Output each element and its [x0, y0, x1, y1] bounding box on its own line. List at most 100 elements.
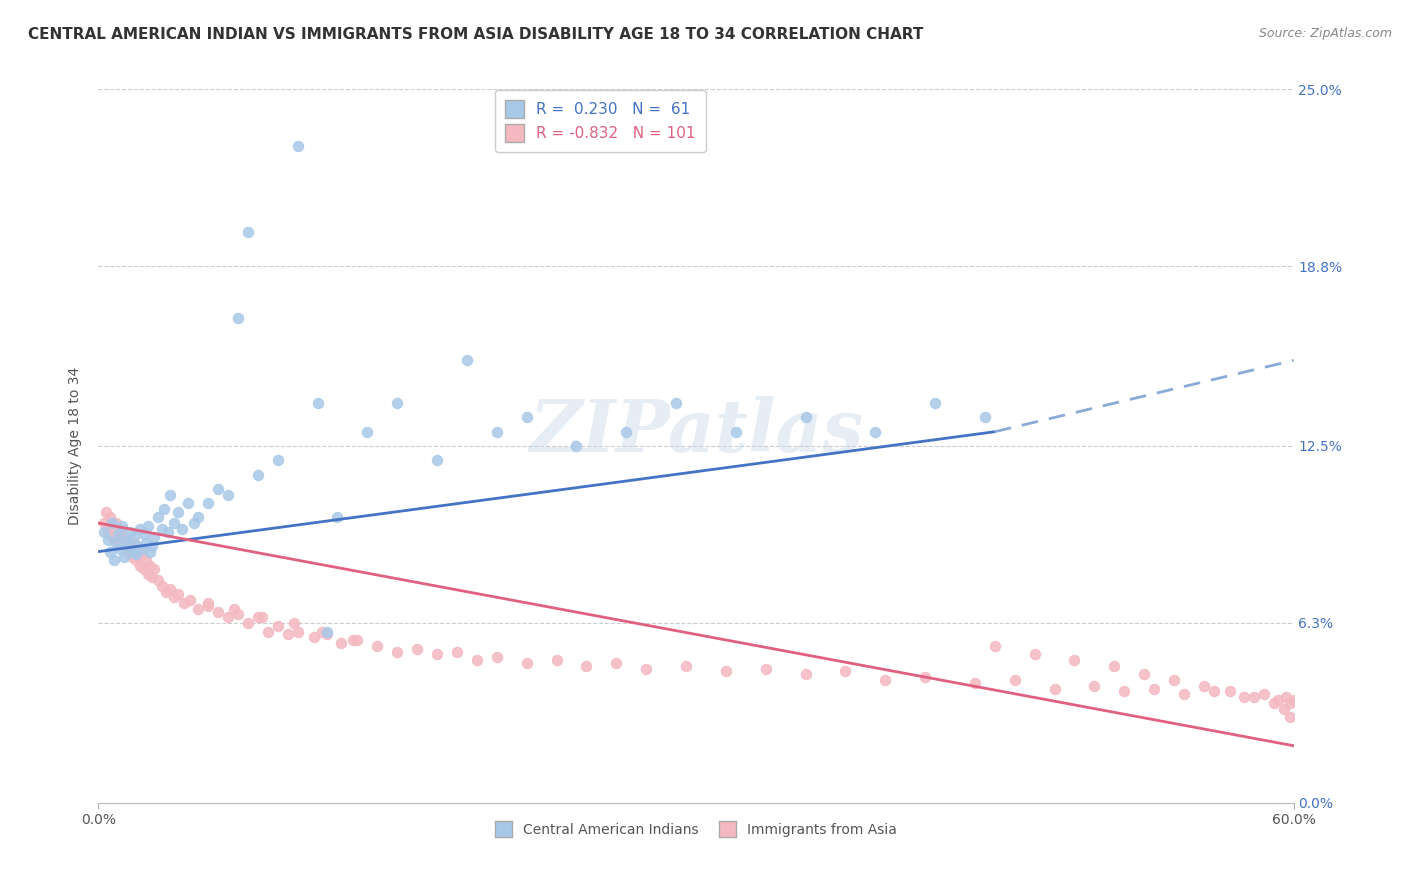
Point [131, 541, 153, 556]
Point [105, 536, 128, 550]
Point [177, 496, 200, 510]
Point [465, 653, 488, 667]
Point [1243, 690, 1265, 705]
Point [406, 641, 429, 656]
Point [197, 596, 219, 610]
Point [1104, 658, 1126, 673]
Point [183, 516, 205, 530]
Point [139, 544, 162, 558]
Point [96, 505, 118, 519]
Point [129, 522, 152, 536]
Point [516, 656, 538, 670]
Point [111, 524, 134, 539]
Point [103, 553, 125, 567]
Point [865, 425, 887, 439]
Point [135, 553, 157, 567]
Legend: Central American Indians, Immigrants from Asia: Central American Indians, Immigrants fro… [486, 814, 905, 846]
Point [155, 584, 177, 599]
Point [179, 593, 201, 607]
Point [98, 544, 122, 558]
Point [124, 536, 146, 550]
Point [173, 596, 195, 610]
Point [984, 639, 1007, 653]
Point [226, 310, 249, 325]
Point [197, 496, 219, 510]
Point [1043, 681, 1066, 696]
Point [1274, 690, 1296, 705]
Point [150, 522, 173, 536]
Point [134, 527, 156, 541]
Point [115, 533, 138, 548]
Point [346, 633, 368, 648]
Point [385, 396, 409, 410]
Point [159, 487, 181, 501]
Point [267, 619, 290, 633]
Point [605, 656, 627, 670]
Point [101, 516, 124, 530]
Point [1173, 687, 1195, 701]
Point [148, 573, 170, 587]
Point [302, 630, 325, 644]
Point [1024, 648, 1046, 662]
Point [107, 527, 129, 541]
Point [117, 539, 139, 553]
Point [1163, 673, 1185, 687]
Point [1083, 679, 1105, 693]
Point [197, 599, 219, 613]
Point [143, 562, 166, 576]
Point [101, 530, 124, 544]
Point [446, 644, 468, 658]
Point [665, 396, 688, 410]
Point [139, 558, 162, 573]
Point [1233, 690, 1256, 705]
Point [875, 673, 897, 687]
Point [187, 601, 209, 615]
Point [141, 539, 163, 553]
Point [167, 587, 190, 601]
Point [311, 624, 333, 639]
Point [456, 353, 478, 368]
Point [111, 519, 134, 533]
Point [426, 453, 449, 467]
Point [1278, 696, 1301, 710]
Point [283, 615, 305, 630]
Point [105, 516, 128, 530]
Point [207, 482, 229, 496]
Point [98, 510, 122, 524]
Point [426, 648, 449, 662]
Point [1272, 701, 1295, 715]
Point [150, 579, 173, 593]
Point [342, 633, 364, 648]
Point [516, 410, 538, 425]
Point [575, 658, 598, 673]
Point [117, 544, 139, 558]
Point [834, 665, 856, 679]
Point [187, 510, 209, 524]
Point [385, 644, 409, 658]
Point [963, 676, 986, 690]
Point [157, 524, 180, 539]
Point [1267, 693, 1289, 707]
Point [172, 522, 194, 536]
Point [546, 653, 568, 667]
Point [125, 553, 148, 567]
Text: ZIPatlas: ZIPatlas [529, 396, 863, 467]
Point [250, 610, 273, 624]
Point [112, 539, 135, 553]
Point [136, 567, 159, 582]
Point [307, 396, 329, 410]
Point [1219, 684, 1241, 698]
Point [110, 527, 132, 541]
Point [636, 662, 658, 676]
Point [1192, 679, 1215, 693]
Point [316, 627, 339, 641]
Point [93, 516, 115, 530]
Point [148, 510, 170, 524]
Point [207, 605, 229, 619]
Point [127, 550, 149, 565]
Point [120, 539, 142, 553]
Point [316, 624, 339, 639]
Point [366, 639, 388, 653]
Point [115, 533, 138, 548]
Point [135, 536, 157, 550]
